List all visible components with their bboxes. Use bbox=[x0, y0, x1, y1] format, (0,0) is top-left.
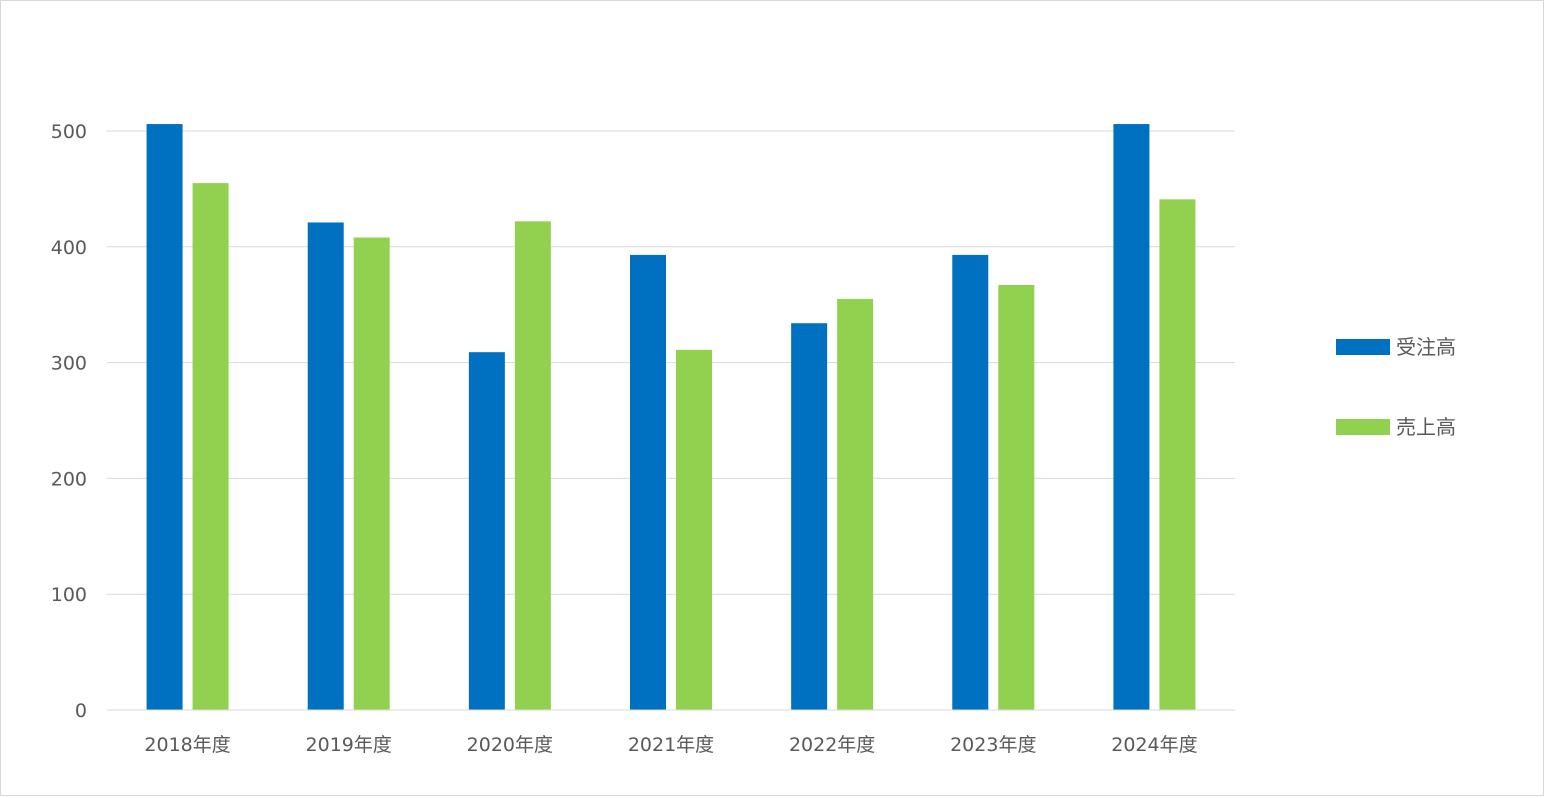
legend-label: 受注高 bbox=[1396, 335, 1456, 359]
bar-orders-0 bbox=[146, 124, 183, 710]
bar-orders-5 bbox=[952, 254, 989, 710]
legend-label: 売上高 bbox=[1396, 415, 1456, 439]
y-tick-label: 400 bbox=[51, 237, 87, 259]
x-tick-label: 2021年度 bbox=[628, 734, 714, 756]
bar-sales-4 bbox=[837, 298, 874, 710]
bars bbox=[146, 124, 1196, 711]
y-tick-label: 100 bbox=[51, 584, 87, 606]
x-tick-label: 2019年度 bbox=[306, 734, 392, 756]
bar-sales-5 bbox=[998, 285, 1035, 710]
bar-sales-6 bbox=[1159, 199, 1196, 710]
y-tick-label: 500 bbox=[51, 121, 87, 143]
x-tick-label: 2018年度 bbox=[144, 734, 230, 756]
x-axis-ticks: 2018年度 2019年度 2020年度 2021年度 2022年度 2023年度 2024… bbox=[144, 734, 1197, 756]
bar-orders-1 bbox=[307, 222, 344, 710]
bar-sales-3 bbox=[676, 349, 712, 710]
x-tick-label: 2020年度 bbox=[467, 734, 553, 756]
y-tick-label: 300 bbox=[51, 353, 87, 375]
y-tick-label: 200 bbox=[51, 468, 87, 490]
gridlines bbox=[107, 130, 1235, 595]
legend-swatch bbox=[1336, 339, 1390, 355]
x-tick-label: 2022年度 bbox=[789, 734, 875, 756]
bar-sales-0 bbox=[192, 183, 229, 711]
y-axis-ticks: 0 100 200 300 400 500 bbox=[51, 121, 87, 722]
bar-sales-1 bbox=[353, 237, 390, 710]
bar-orders-2 bbox=[468, 352, 505, 710]
x-tick-label: 2023年度 bbox=[950, 734, 1036, 756]
bar-sales-2 bbox=[514, 221, 551, 710]
legend-swatch bbox=[1336, 419, 1390, 435]
bar-orders-4 bbox=[791, 323, 828, 710]
bar-orders-3 bbox=[630, 254, 666, 710]
y-tick-label: 0 bbox=[75, 700, 87, 722]
x-tick-label: 2024年度 bbox=[1111, 734, 1197, 756]
bar-orders-6 bbox=[1113, 124, 1150, 710]
